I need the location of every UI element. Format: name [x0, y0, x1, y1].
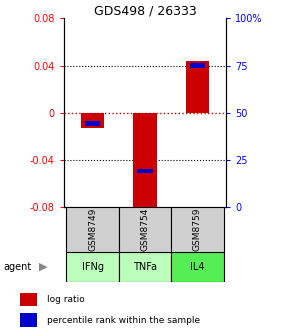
Bar [171, 207, 224, 252]
Bar [85, 122, 100, 126]
Text: GSM8749: GSM8749 [88, 208, 97, 251]
Bar [119, 252, 171, 282]
Bar [186, 61, 209, 113]
Text: ▶: ▶ [39, 262, 48, 272]
Bar [119, 207, 171, 252]
Bar [171, 252, 224, 282]
Text: IFNg: IFNg [81, 262, 104, 272]
Text: IL4: IL4 [190, 262, 205, 272]
Bar [133, 113, 157, 209]
Text: TNFa: TNFa [133, 262, 157, 272]
Text: GSM8759: GSM8759 [193, 208, 202, 251]
Bar [190, 63, 205, 68]
Bar [20, 293, 37, 306]
Text: percentile rank within the sample: percentile rank within the sample [46, 316, 200, 325]
Bar [81, 113, 104, 128]
Bar [20, 313, 37, 327]
Text: log ratio: log ratio [46, 295, 84, 303]
Title: GDS498 / 26333: GDS498 / 26333 [94, 4, 196, 17]
Text: agent: agent [3, 262, 31, 272]
Bar [137, 169, 153, 173]
Bar [66, 252, 119, 282]
Bar [66, 207, 119, 252]
Text: GSM8754: GSM8754 [140, 208, 150, 251]
